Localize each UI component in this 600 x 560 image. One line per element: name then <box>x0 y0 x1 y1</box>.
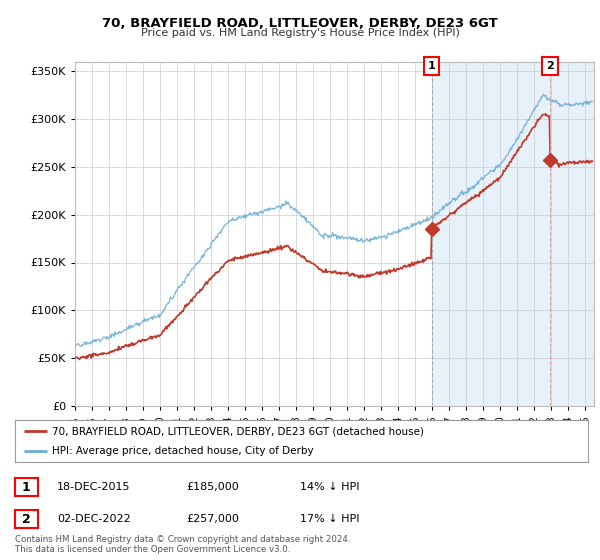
Text: 1: 1 <box>22 480 31 494</box>
Text: 2: 2 <box>22 512 31 526</box>
Text: HPI: Average price, detached house, City of Derby: HPI: Average price, detached house, City… <box>52 446 314 456</box>
Text: 1: 1 <box>428 62 436 71</box>
Text: £257,000: £257,000 <box>186 514 239 524</box>
Text: 18-DEC-2015: 18-DEC-2015 <box>57 482 131 492</box>
Text: Price paid vs. HM Land Registry's House Price Index (HPI): Price paid vs. HM Land Registry's House … <box>140 28 460 38</box>
Text: 02-DEC-2022: 02-DEC-2022 <box>57 514 131 524</box>
Text: 17% ↓ HPI: 17% ↓ HPI <box>300 514 359 524</box>
Text: 14% ↓ HPI: 14% ↓ HPI <box>300 482 359 492</box>
Text: 2: 2 <box>546 62 554 71</box>
Text: 70, BRAYFIELD ROAD, LITTLEOVER, DERBY, DE23 6GT: 70, BRAYFIELD ROAD, LITTLEOVER, DERBY, D… <box>102 17 498 30</box>
Text: 70, BRAYFIELD ROAD, LITTLEOVER, DERBY, DE23 6GT (detached house): 70, BRAYFIELD ROAD, LITTLEOVER, DERBY, D… <box>52 426 424 436</box>
Text: £185,000: £185,000 <box>186 482 239 492</box>
Bar <box>431 62 594 406</box>
Text: Contains HM Land Registry data © Crown copyright and database right 2024.
This d: Contains HM Land Registry data © Crown c… <box>15 535 350 554</box>
